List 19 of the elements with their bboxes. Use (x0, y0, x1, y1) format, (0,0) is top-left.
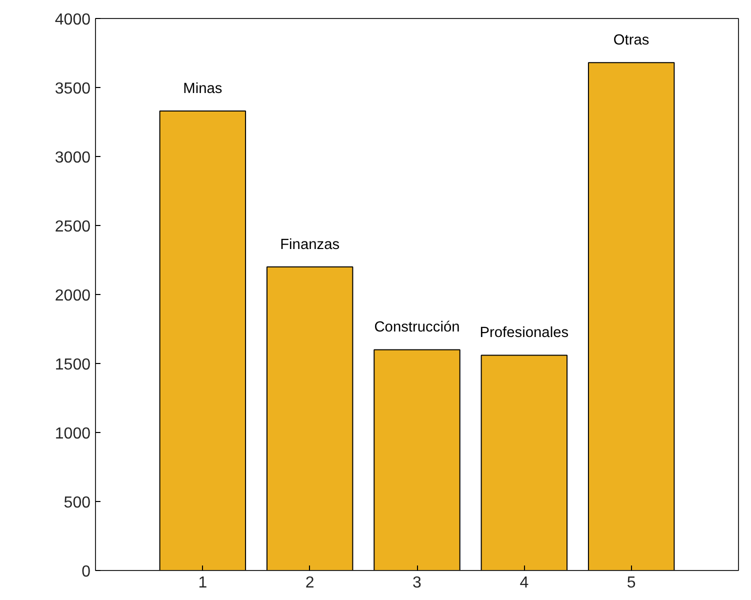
y-tick-label: 4000 (54, 12, 91, 28)
annotation: Minas (183, 80, 222, 97)
y-tick-label: 2000 (54, 288, 91, 304)
y-tick-label: 2500 (54, 218, 91, 236)
annotation: Finanzas (280, 236, 340, 253)
x-tick-label: 3 (412, 574, 422, 592)
x-tick-label: 5 (626, 574, 636, 592)
y-tick-label: 1500 (54, 356, 91, 374)
x-tick-label: 4 (520, 574, 529, 592)
annotation: Profesionales (480, 325, 569, 342)
x-tick-label: 2 (305, 574, 314, 592)
y-tick-label: 3000 (54, 150, 91, 166)
y-tick-label: 3500 (54, 80, 91, 98)
y-tick-label: 1000 (54, 426, 91, 442)
x-tick-label: 1 (198, 574, 208, 592)
y-tick-label: 500 (64, 494, 91, 512)
y-tick-label: 0 (82, 564, 91, 580)
annotation: Construcción (374, 320, 460, 336)
annotation: Otras (613, 32, 650, 49)
